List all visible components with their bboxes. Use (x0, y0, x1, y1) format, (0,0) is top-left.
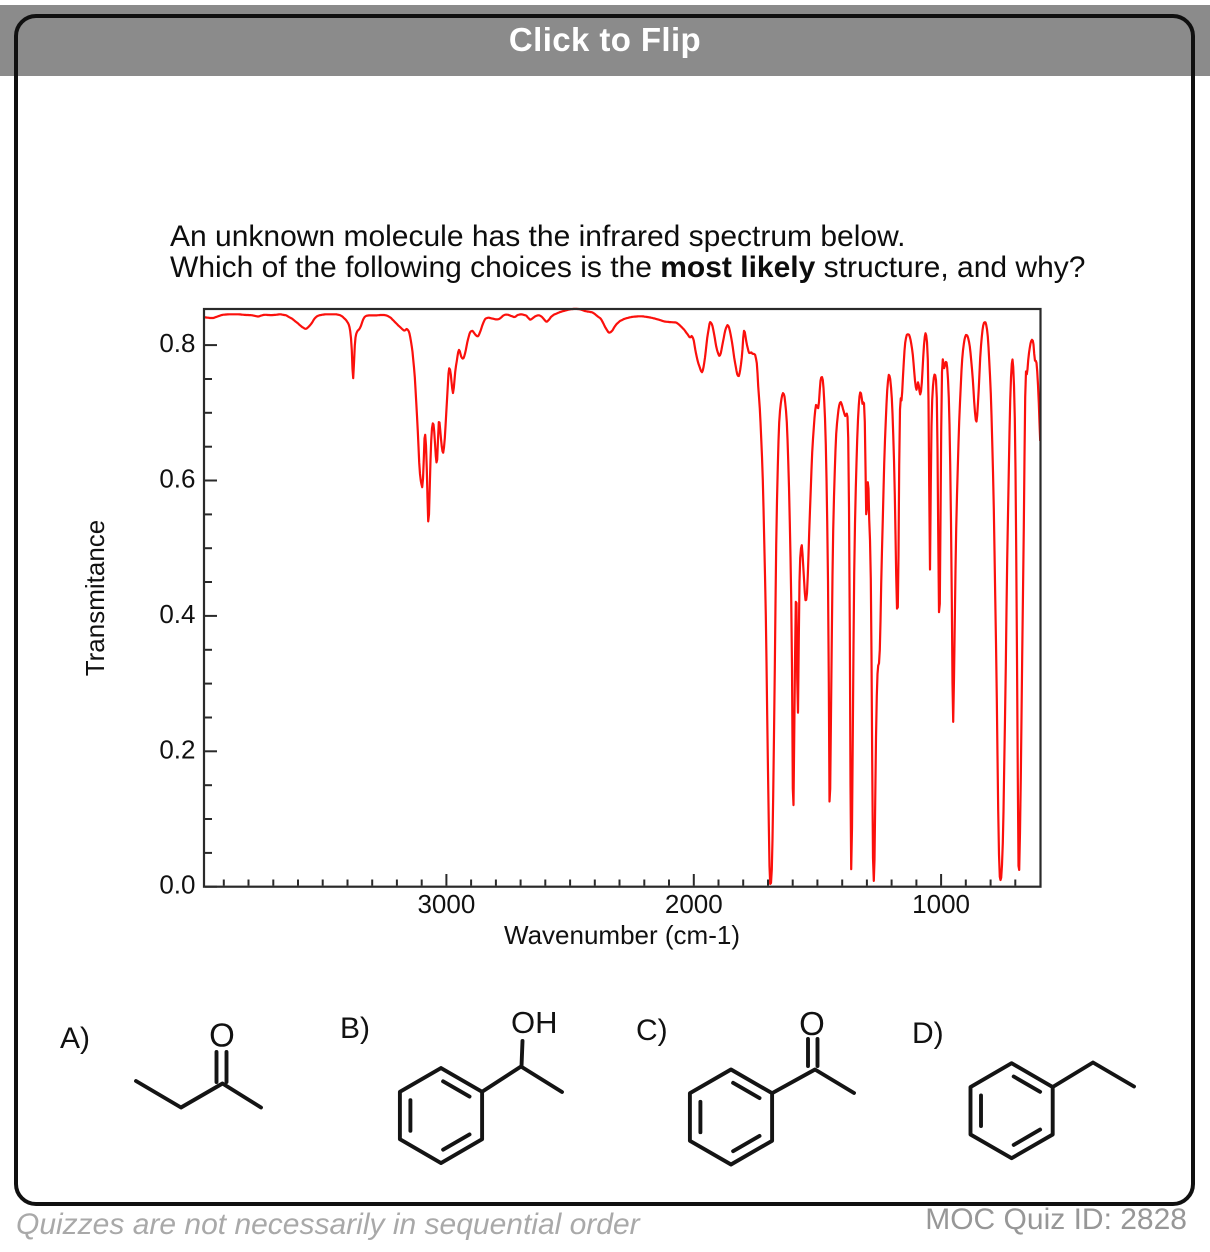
svg-text:1000: 1000 (912, 889, 970, 919)
svg-text:Transmitance: Transmitance (80, 520, 110, 677)
svg-text:0.4: 0.4 (159, 599, 195, 629)
svg-text:0.0: 0.0 (159, 870, 195, 900)
svg-text:0.2: 0.2 (159, 734, 195, 764)
svg-text:O: O (209, 1017, 235, 1054)
svg-text:0.6: 0.6 (159, 464, 195, 494)
svg-text:3000: 3000 (417, 889, 475, 919)
svg-text:Wavenumber (cm-1): Wavenumber (cm-1) (504, 920, 740, 950)
svg-text:OH: OH (511, 1005, 558, 1040)
svg-text:2000: 2000 (665, 889, 723, 919)
svg-text:O: O (799, 1005, 825, 1042)
svg-text:0.8: 0.8 (159, 328, 195, 358)
